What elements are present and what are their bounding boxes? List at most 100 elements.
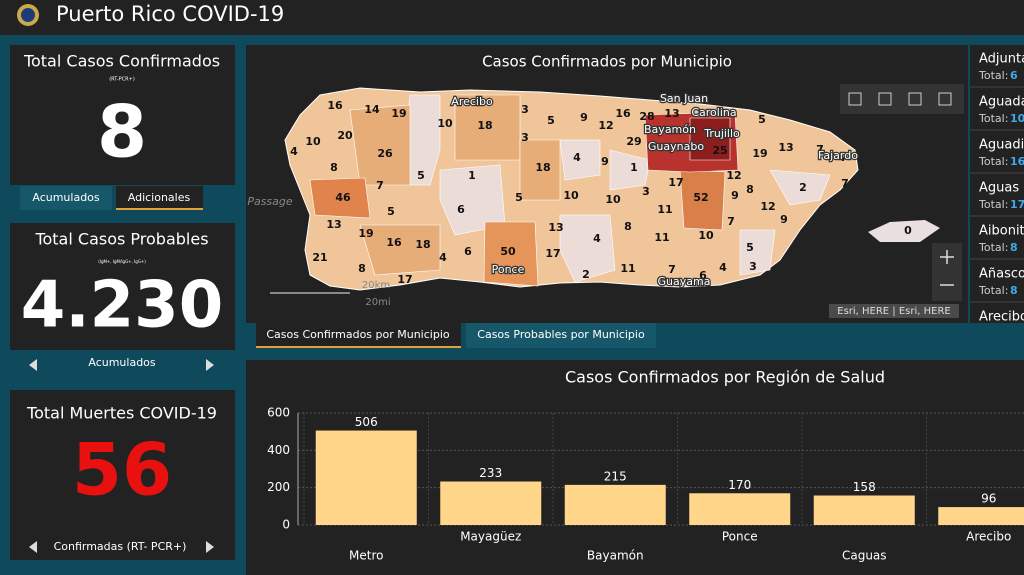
municipality-name[interactable]: Aibonito — [979, 224, 1024, 239]
indicator-subtitle: (RT-PCR+) — [109, 77, 135, 83]
map-label: 5 — [746, 241, 754, 254]
map-label: 13 — [548, 221, 563, 234]
value-label: 170 — [728, 478, 751, 492]
map-label: 10 — [698, 229, 714, 242]
map-label: 17 — [545, 247, 560, 260]
bar[interactable] — [440, 481, 542, 525]
place-label: Carolina — [691, 106, 736, 119]
x-tick-label: Metro — [349, 549, 383, 563]
bar[interactable] — [813, 495, 915, 525]
map-label: 5 — [515, 191, 523, 204]
total-label: Total: — [978, 198, 1008, 211]
tab-selected[interactable] — [116, 186, 203, 210]
municipality-area — [559, 139, 601, 181]
y-tick-label: 600 — [267, 406, 290, 420]
bar[interactable] — [689, 493, 791, 525]
map-tool[interactable] — [878, 92, 892, 106]
municipality-area — [769, 169, 831, 206]
bar[interactable] — [315, 430, 417, 525]
municipality-name[interactable]: Aguadilla — [979, 138, 1024, 153]
tab-label[interactable]: Casos Probables por Municipio — [477, 328, 645, 341]
total-value: 17 — [1010, 198, 1024, 211]
map-label: 29 — [626, 135, 641, 148]
x-tick-label: Caguas — [842, 549, 887, 563]
map-label: 14 — [364, 103, 380, 116]
map-label: 26 — [377, 147, 393, 160]
total-value: 16 — [1010, 155, 1024, 168]
map-label: 46 — [335, 191, 351, 204]
municipality-area — [519, 139, 561, 201]
tab-label[interactable]: Adicionales — [128, 191, 191, 204]
municipality-name[interactable]: Aguada — [979, 95, 1024, 110]
map-label: 4 — [439, 251, 447, 264]
x-tick-label: Bayamón — [587, 549, 644, 563]
map-label: 7 — [816, 143, 824, 156]
place-label: Guaynabo — [648, 140, 704, 153]
map-tool[interactable] — [938, 92, 952, 106]
tab-label[interactable]: Casos Confirmados por Municipio — [266, 328, 450, 341]
zoom-in-icon[interactable] — [940, 250, 954, 286]
chart-title: Casos Confirmados por Región de Salud — [565, 368, 885, 387]
nav-arrow[interactable] — [29, 359, 37, 371]
value-label: 233 — [479, 466, 502, 480]
map-label: 19 — [391, 107, 406, 120]
municipality-area — [559, 214, 616, 283]
map-label: 7 — [668, 263, 676, 276]
map-label: 5 — [758, 113, 766, 126]
tab-selected[interactable] — [256, 323, 461, 348]
header-bar — [0, 0, 1024, 35]
place-label: Bayamón — [644, 123, 696, 136]
map-label: 19 — [752, 147, 767, 160]
place-label: Fajardo — [818, 149, 858, 162]
y-tick-label: 200 — [267, 480, 290, 494]
map-label: 18 — [535, 161, 550, 174]
tab-underline — [116, 208, 203, 210]
map-label: 2 — [799, 181, 807, 194]
indicator-value: 56 — [72, 428, 172, 512]
municipality-name[interactable]: Adjuntas — [979, 52, 1024, 67]
indicator-subtitle: (IgM+, IgM/IgG+, IgG+) — [98, 259, 146, 264]
tab[interactable] — [466, 323, 656, 348]
map-tool[interactable] — [848, 92, 862, 106]
map-label: 10 — [563, 189, 579, 202]
map-label: 20 — [337, 129, 353, 142]
map-label: 0 — [904, 224, 912, 237]
nav-arrow[interactable] — [29, 541, 37, 553]
municipality-name[interactable]: Arecibo — [979, 310, 1024, 325]
bar[interactable] — [564, 484, 666, 525]
bar[interactable] — [938, 507, 1024, 525]
value-label: 215 — [604, 469, 627, 483]
total-label: Total: — [978, 112, 1008, 125]
nav-arrow[interactable] — [206, 541, 214, 553]
map-label: 16 — [386, 236, 402, 249]
place-label: San Juan — [660, 92, 708, 105]
map-label: 17 — [397, 273, 412, 286]
map-label: 9 — [580, 111, 588, 124]
map-label: 28 — [639, 110, 654, 123]
map-label: 4 — [719, 261, 727, 274]
map-label: 6 — [457, 203, 465, 216]
map-label: 4 — [290, 145, 298, 158]
x-tick-label: Mayagüez — [460, 530, 521, 544]
indicator-title: Total Casos Confirmados — [23, 52, 220, 71]
map-label: 16 — [327, 99, 343, 112]
municipality-name[interactable]: Añasco — [979, 267, 1024, 282]
map-tool[interactable] — [908, 92, 922, 106]
indicator-title: Total Casos Probables — [34, 230, 208, 249]
map-label: 8 — [358, 262, 366, 275]
map-label: 2 — [582, 268, 590, 281]
municipality-name[interactable]: Aguas Buenas — [979, 181, 1024, 196]
municipality-area — [689, 117, 731, 161]
map-label: 16 — [615, 107, 631, 120]
indicator-title: Total Muertes COVID-19 — [26, 404, 217, 423]
municipality-area — [609, 149, 651, 191]
map-label: 11 — [657, 203, 672, 216]
tab-label[interactable]: Acumulados — [32, 191, 100, 204]
nav-arrow[interactable] — [206, 359, 214, 371]
indicator-value: 4.230 — [21, 269, 223, 343]
map-label: 12 — [760, 200, 775, 213]
place-label: Trujillo — [703, 127, 740, 140]
tab[interactable] — [20, 186, 112, 210]
